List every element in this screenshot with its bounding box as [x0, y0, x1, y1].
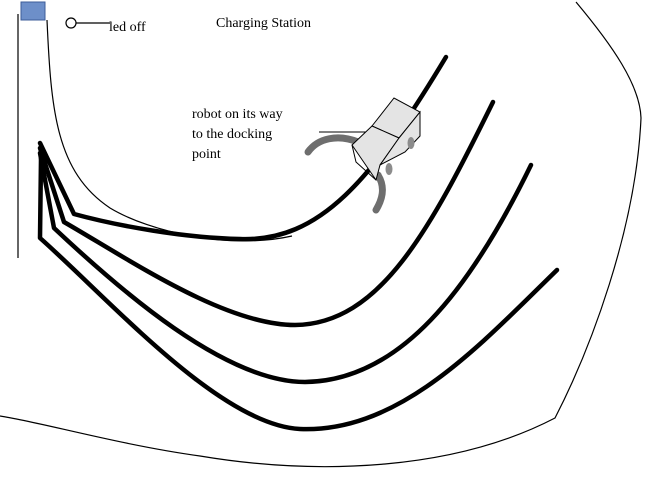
guide-line-2 [37, 99, 496, 328]
robot-wheel [385, 163, 393, 175]
robot-caption-line: to the docking [192, 127, 273, 142]
robot-box-icon [304, 97, 421, 214]
robot-wheel [407, 137, 415, 149]
charging-station-title: Charging Station [216, 16, 312, 31]
robot-left-arm [304, 134, 362, 156]
robot-caption-line: point [192, 147, 221, 162]
guide-line-4 [37, 155, 560, 432]
robot-caption-line: robot on its way [192, 107, 283, 122]
robot-caption: robot on its way to the docking point [192, 105, 283, 165]
floor-boundary-curve [0, 1, 642, 468]
robot-right-arm [372, 171, 386, 214]
blue-square-icon [20, 1, 46, 21]
hollow-circle-icon [65, 17, 77, 29]
guide-line-3 [37, 150, 534, 385]
led-status-label: led off [109, 20, 146, 35]
robot-body-outline [351, 144, 377, 181]
